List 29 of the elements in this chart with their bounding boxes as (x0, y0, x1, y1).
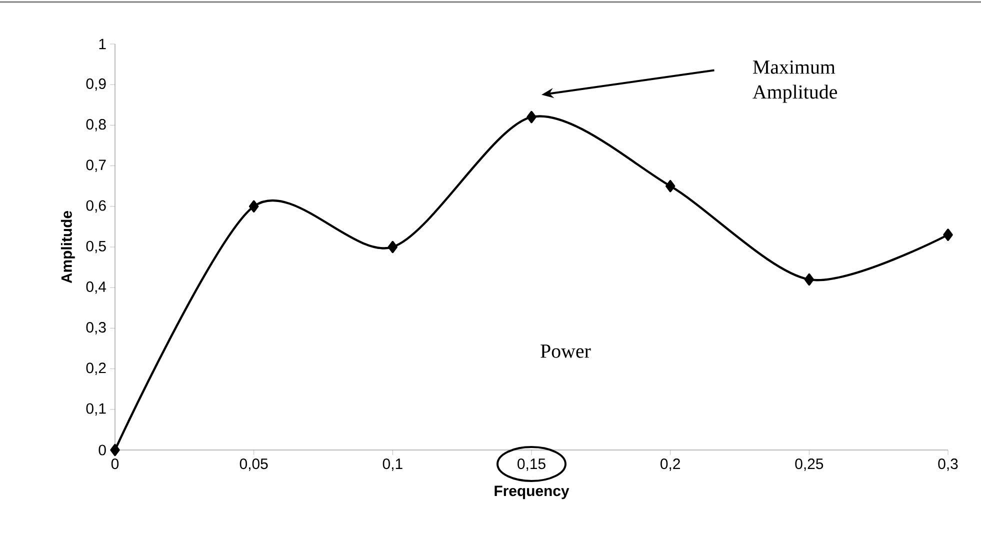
point (943, 228, 953, 241)
x-tick-label: 0,3 (938, 458, 958, 471)
y-tick-label: 0,1 (86, 403, 106, 416)
y-tick-label: 0,7 (86, 160, 106, 172)
y-tick-label: 0,9 (86, 78, 106, 91)
x-tick-label: 0,2 (660, 458, 680, 471)
y-tick-label: 0 (98, 444, 106, 456)
x-axis-title: Frequency (494, 486, 570, 500)
y-axis-title: Amplitude (60, 210, 75, 284)
y-tick-label: 1 (99, 38, 106, 50)
annotation: Maximum Amplitude (752, 60, 837, 103)
y-tick-label: 0,8 (86, 119, 106, 132)
annotation: Power (540, 344, 591, 358)
y-tick-label: 0,2 (86, 362, 106, 375)
y-tick-label: 0,4 (86, 281, 106, 294)
x-tick-label: 0,05 (240, 458, 268, 471)
y-tick-label: 0,5 (86, 240, 106, 254)
x-tick-label: 0 (111, 458, 119, 470)
x-tick-label: 0,15 (518, 458, 546, 471)
point (526, 110, 536, 124)
point (804, 273, 814, 286)
y-tick-label: 0,3 (86, 322, 106, 334)
point (248, 200, 259, 212)
x-tick-label: 0,1 (382, 458, 402, 471)
x-tick-label: 0,25 (795, 458, 824, 471)
y-tick-label: 0,6 (86, 200, 106, 213)
point (110, 444, 120, 456)
point (388, 240, 398, 254)
point (665, 180, 676, 192)
